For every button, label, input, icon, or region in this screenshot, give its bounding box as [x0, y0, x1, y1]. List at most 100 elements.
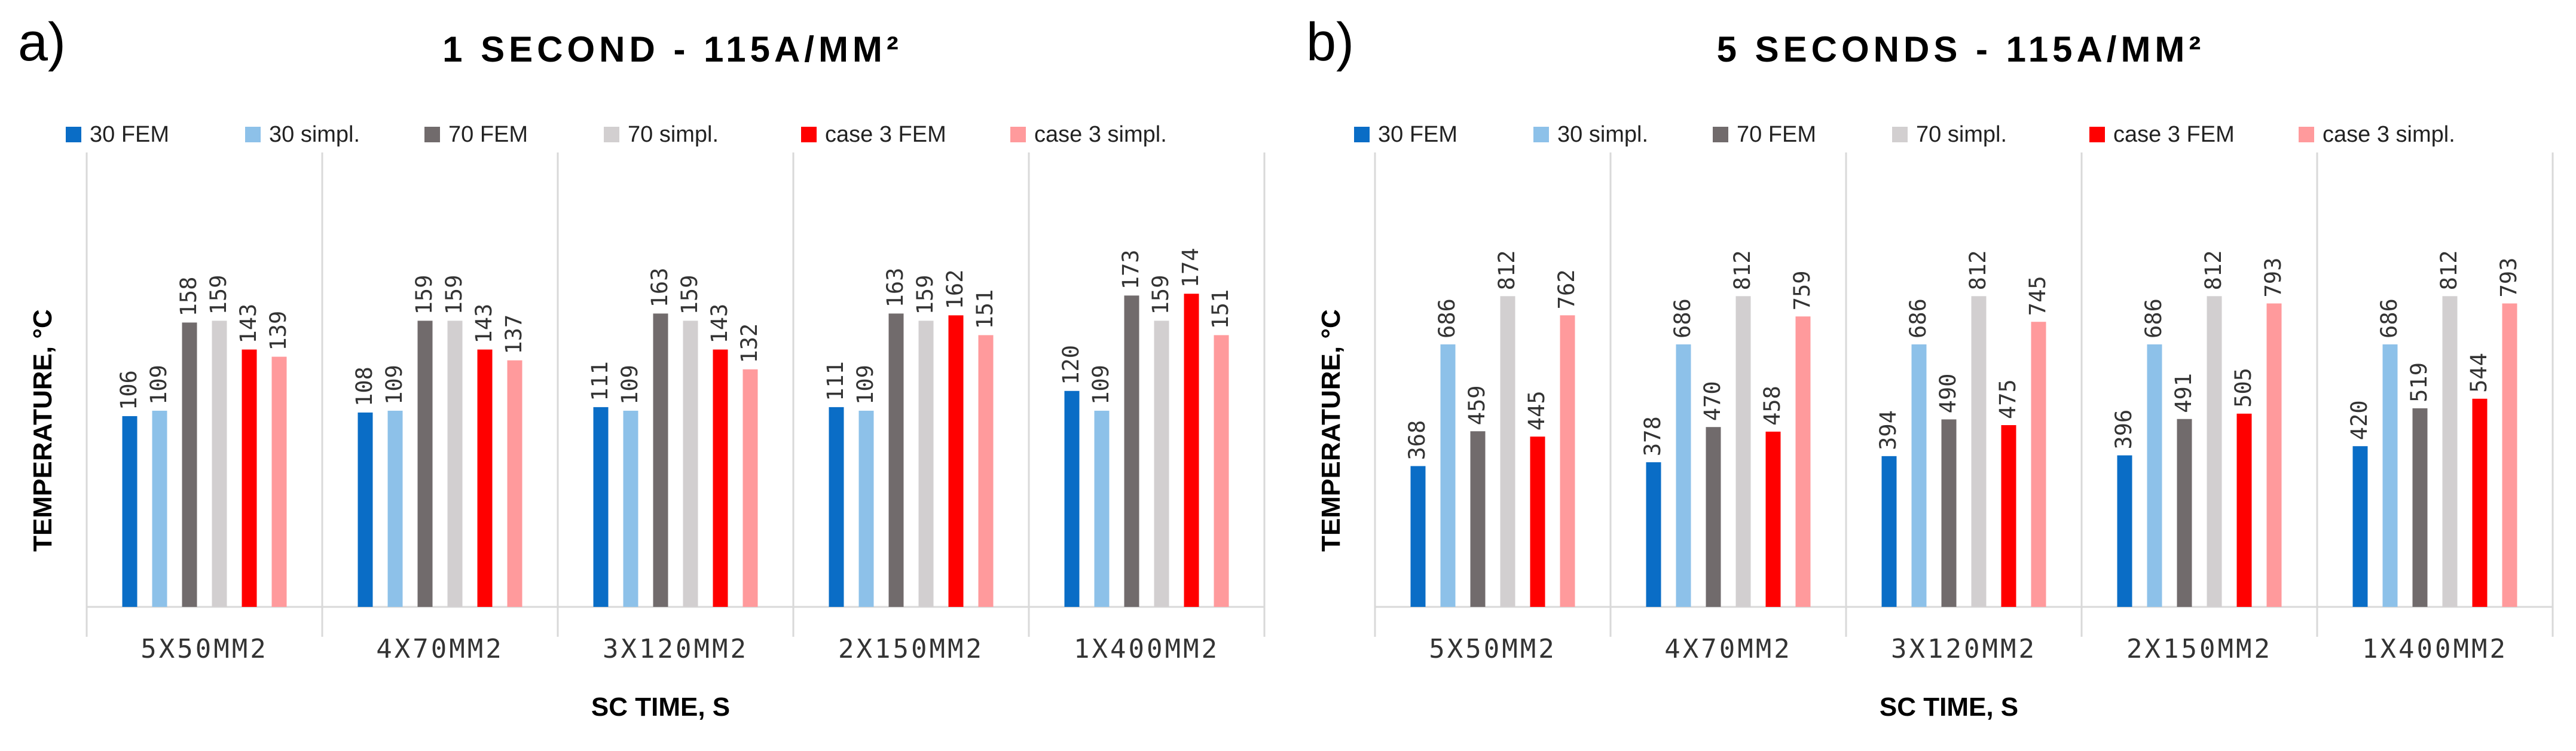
data-label: 368	[1404, 420, 1430, 460]
legend-item: case 3 simpl.	[2299, 114, 2455, 155]
data-label: 470	[1700, 381, 1725, 421]
bar	[152, 410, 167, 607]
legend-swatch	[1533, 127, 1549, 142]
data-label: 378	[1640, 416, 1666, 456]
data-label: 812	[2201, 250, 2226, 290]
panel-label: b)	[1306, 13, 1355, 72]
data-label: 812	[1494, 250, 1520, 290]
bar	[122, 416, 137, 607]
bar	[447, 320, 463, 607]
bar	[978, 335, 994, 607]
data-label: 458	[1759, 386, 1785, 426]
bar	[653, 313, 668, 607]
bar	[1706, 427, 1721, 607]
category-label: 2X150MM2	[2126, 634, 2272, 664]
category-label: 4X70MM2	[1664, 634, 1792, 664]
bar	[1971, 296, 1987, 607]
category-label: 1X400MM2	[1074, 634, 1220, 664]
bar	[507, 360, 522, 607]
bar	[417, 320, 433, 607]
data-label: 111	[823, 361, 848, 401]
bar	[2412, 408, 2428, 607]
data-label: 151	[972, 289, 998, 329]
bar	[2382, 344, 2398, 607]
bar	[2502, 303, 2517, 607]
chart-title: 1 SECOND - 115A/MM²	[442, 29, 903, 69]
data-label: 159	[441, 275, 467, 315]
data-label: 162	[942, 270, 968, 310]
data-label: 109	[146, 365, 172, 405]
legend-swatch	[1010, 127, 1026, 142]
x-axis-title: SC TIME, S	[591, 692, 731, 722]
data-label: 394	[1875, 410, 1901, 450]
bar	[742, 369, 758, 607]
data-label: 111	[587, 361, 613, 401]
data-label: 120	[1058, 345, 1084, 385]
bar	[1530, 436, 1545, 607]
legend-swatch	[2089, 127, 2105, 142]
category-label: 3X120MM2	[603, 634, 748, 664]
bar	[2001, 425, 2016, 607]
legend-swatch	[424, 127, 440, 142]
bar	[683, 320, 698, 607]
bar	[1410, 466, 1426, 607]
legend-swatch	[1892, 127, 1908, 142]
legend-item: 70 simpl.	[604, 114, 719, 155]
legend-label: 30 FEM	[90, 121, 170, 147]
bar	[1500, 296, 1515, 607]
bar	[357, 412, 373, 607]
data-label: 109	[1088, 365, 1114, 405]
bar	[271, 356, 287, 607]
bar	[829, 407, 844, 607]
bar	[1676, 344, 1691, 607]
bar	[1154, 320, 1169, 607]
bar	[1735, 296, 1751, 607]
x-axis-title: SC TIME, S	[1879, 692, 2019, 722]
bar	[1440, 344, 1456, 607]
legend-label: 30 simpl.	[269, 121, 360, 147]
bar	[713, 349, 728, 607]
bar	[1646, 462, 1661, 607]
panel-label: a)	[18, 13, 66, 72]
legend-label: 70 simpl.	[1916, 121, 2007, 147]
y-axis-title: TEMPERATURE, °C	[1316, 309, 1346, 552]
bar	[2472, 398, 2488, 607]
data-label: 762	[1554, 269, 1579, 309]
bar	[212, 320, 227, 607]
data-label: 505	[2230, 368, 2256, 408]
bar	[1795, 316, 1811, 607]
data-label: 759	[1789, 270, 1815, 310]
category-label: 1X400MM2	[2362, 634, 2508, 664]
chart-title: 5 SECONDS - 115A/MM²	[1716, 29, 2205, 69]
bar	[387, 410, 403, 607]
legend-swatch	[801, 127, 817, 142]
data-label: 159	[411, 275, 437, 315]
data-label: 158	[176, 277, 201, 317]
chart-panel-b: 368 686 459 812 445 762 5X50MM2 378 686 470 812 458…	[1288, 0, 2574, 751]
data-label: 396	[2111, 410, 2137, 450]
legend-swatch	[2299, 127, 2314, 142]
bar	[477, 349, 493, 607]
legend-item: 30 simpl.	[1533, 114, 1648, 155]
data-label: 793	[2260, 258, 2286, 298]
data-label: 544	[2466, 353, 2492, 393]
bar	[182, 322, 197, 607]
bar	[1911, 344, 1927, 607]
legend-item: 30 simpl.	[245, 114, 360, 155]
data-label: 143	[471, 304, 497, 344]
legend-item: case 3 FEM	[2089, 114, 2235, 155]
data-label: 686	[2141, 298, 2166, 338]
legend-swatch	[1354, 127, 1370, 142]
bar	[2266, 303, 2282, 607]
bar	[948, 315, 964, 607]
bar	[2442, 296, 2458, 607]
data-label: 812	[1965, 250, 1991, 290]
data-label: 106	[116, 370, 142, 410]
data-label: 420	[2346, 400, 2372, 440]
bar	[593, 407, 609, 607]
legend-swatch	[245, 127, 261, 142]
bar	[2117, 455, 2132, 607]
plot-area: 368 686 459 812 445 762 5X50MM2 378 686 470 812 458…	[1374, 152, 2554, 664]
bar	[2207, 296, 2222, 607]
data-label: 108	[352, 367, 377, 407]
